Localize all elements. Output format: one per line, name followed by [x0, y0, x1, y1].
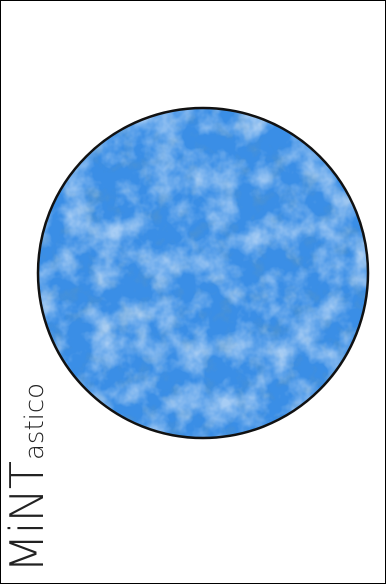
blue-circle-graphic — [36, 106, 370, 440]
blue-circle-card — [35, 105, 371, 441]
circle-outline — [36, 106, 370, 440]
brand-logo: MiNT astico — [1, 1, 51, 583]
brand-sub-text: astico — [20, 383, 50, 460]
brand-main-text: MiNT — [1, 461, 51, 573]
